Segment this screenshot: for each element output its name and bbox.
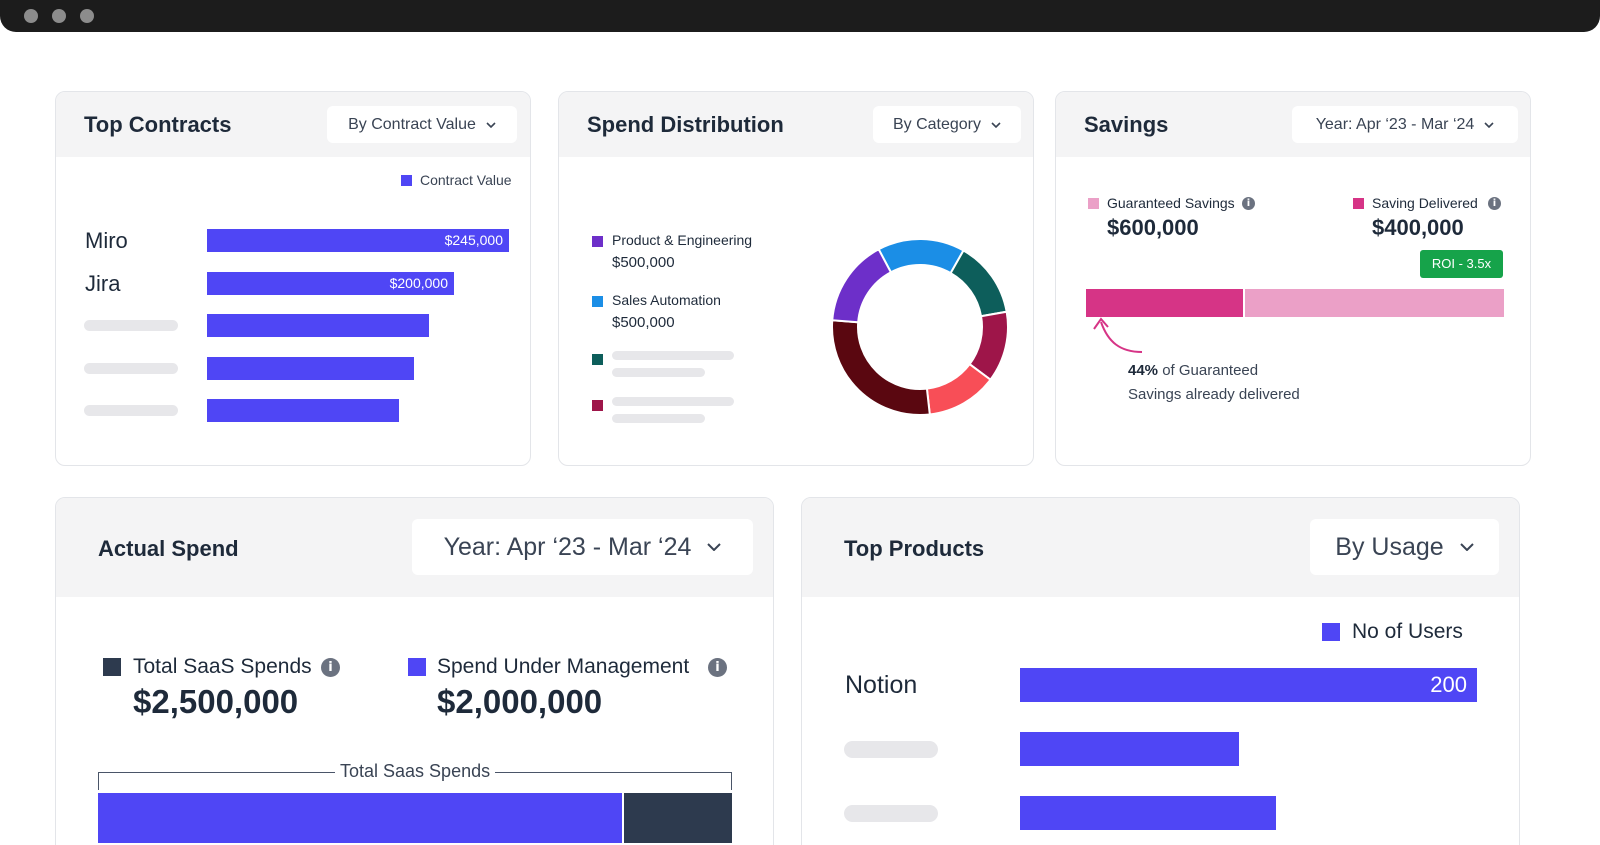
total-saas-spends-value: $2,500,000 (133, 683, 299, 720)
window-minimize-dot[interactable] (52, 9, 66, 23)
guaranteed-savings-label: Guaranteed Savings (1107, 195, 1235, 211)
placeholder-label (612, 397, 734, 406)
contract-value-dropdown[interactable]: By Contract Value (327, 106, 517, 143)
dropdown-label: Year: Apr ‘23 - Mar ‘24 (443, 532, 692, 561)
legend-swatch (592, 236, 603, 247)
actual-spend-card: Actual Spend Year: Apr ‘23 - Mar ‘24 Tot… (55, 497, 774, 845)
legend-label: Contract Value (420, 172, 512, 188)
window-close-dot[interactable] (24, 9, 38, 23)
contract-bar (207, 399, 399, 422)
actual-spend-title: Actual Spend (98, 536, 239, 561)
spend-distribution-header: Spend Distribution By Category (559, 92, 1033, 157)
top-contracts-header: Top Contracts By Contract Value (56, 92, 530, 157)
top-products-title: Top Products (844, 536, 985, 561)
savings-year-dropdown[interactable]: Year: Apr ‘23 - Mar ‘24 (1292, 106, 1518, 143)
savings-note-line1: of Guaranteed (1162, 362, 1259, 379)
placeholder-label (612, 368, 705, 377)
dropdown-label: Year: Apr ‘23 - Mar ‘24 (1315, 115, 1475, 133)
contract-bar: $200,000 (207, 271, 454, 295)
legend-amount: $500,000 (612, 314, 675, 331)
actual-spend-year-dropdown[interactable]: Year: Apr ‘23 - Mar ‘24 (412, 519, 753, 575)
legend-swatch (592, 354, 603, 365)
managed-spend-swatch (408, 658, 426, 676)
delivered-swatch (1353, 198, 1364, 209)
managed-spend-fill (98, 793, 624, 843)
donut-segment (877, 238, 965, 275)
legend-amount: $500,000 (612, 254, 675, 271)
legend-swatch (1322, 623, 1340, 641)
savings-progress-bar (1086, 289, 1504, 317)
donut-segment (831, 319, 931, 416)
info-icon[interactable]: i (1242, 197, 1255, 210)
savings-delivered-note: 44% of Guaranteed (1128, 362, 1258, 379)
donut-segment (925, 362, 992, 416)
legend-swatch (401, 175, 412, 186)
chevron-down-icon (707, 543, 722, 551)
category-dropdown[interactable]: By Category (873, 106, 1021, 143)
placeholder-label (84, 362, 178, 374)
placeholder-label (844, 805, 938, 822)
guaranteed-swatch (1088, 198, 1099, 209)
dropdown-label: By Category (892, 115, 982, 133)
contract-name: Miro (85, 228, 128, 253)
window-maximize-dot[interactable] (80, 9, 94, 23)
spend-distribution-title: Spend Distribution (587, 112, 784, 137)
actual-spend-header: Actual Spend Year: Apr ‘23 - Mar ‘24 (56, 498, 773, 597)
legend-category: Product & Engineering (612, 232, 753, 248)
savings-delivered-fill (1086, 289, 1245, 317)
legend-category: Sales Automation (612, 292, 721, 308)
legend-label: No of Users (1352, 620, 1463, 643)
chevron-down-icon (1459, 543, 1474, 551)
contract-bar (207, 356, 414, 380)
savings-pct: 44% (1128, 362, 1159, 379)
roi-badge: ROI - 3.5x (1420, 250, 1503, 278)
guaranteed-savings-value: $600,000 (1107, 215, 1199, 240)
savings-card: Savings Year: Apr ‘23 - Mar ‘24 Guarante… (1055, 91, 1531, 466)
placeholder-label (844, 741, 938, 758)
chevron-down-icon (486, 121, 496, 128)
donut-segment (831, 247, 893, 324)
chevron-down-icon (1484, 121, 1494, 128)
window-titlebar (0, 0, 1600, 32)
top-products-card: Top Products By Usage No of Users Notion… (801, 497, 1520, 845)
placeholder-label (84, 405, 178, 416)
product-bar: 200 (1020, 668, 1477, 702)
saving-delivered-value: $400,000 (1372, 215, 1464, 240)
placeholder-label (612, 414, 705, 423)
savings-title: Savings (1084, 112, 1169, 137)
donut-segment (949, 249, 1008, 318)
savings-header: Savings Year: Apr ‘23 - Mar ‘24 (1056, 92, 1530, 157)
legend-swatch (592, 296, 603, 307)
spend-distribution-card: Spend Distribution By Category Product &… (558, 91, 1034, 466)
spend-under-management-label: Spend Under Management (437, 655, 690, 678)
total-spends-swatch (103, 658, 121, 676)
product-bar (1020, 796, 1276, 830)
dropdown-label: By Contract Value (348, 115, 476, 133)
dropdown-label: By Usage (1335, 532, 1444, 561)
product-bar (1020, 732, 1239, 766)
curved-arrow-icon (1093, 317, 1143, 353)
savings-note-line2: Savings already delivered (1128, 386, 1300, 403)
chevron-down-icon (991, 121, 1001, 128)
top-contracts-card: Top Contracts By Contract Value Contract… (55, 91, 531, 466)
bracket-label: Total Saas Spends (335, 761, 496, 782)
contract-bar: $245,000 (207, 229, 509, 252)
top-contracts-title: Top Contracts (84, 112, 232, 137)
total-saas-spends-label: Total SaaS Spends (133, 655, 312, 678)
usage-dropdown[interactable]: By Usage (1310, 519, 1499, 575)
contract-bar (207, 314, 429, 337)
contract-name: Jira (85, 270, 121, 296)
saving-delivered-label: Saving Delivered (1372, 195, 1478, 211)
top-products-header: Top Products By Usage (802, 498, 1519, 597)
legend-swatch (592, 400, 603, 411)
product-name: Notion (845, 671, 918, 699)
actual-spend-bar (98, 793, 732, 843)
info-icon[interactable]: i (708, 658, 727, 677)
placeholder-label (84, 320, 178, 331)
spend-donut-chart (831, 238, 1009, 416)
spend-under-management-value: $2,000,000 (437, 683, 603, 720)
info-icon[interactable]: i (1488, 197, 1501, 210)
placeholder-label (612, 351, 734, 360)
info-icon[interactable]: i (321, 658, 340, 677)
